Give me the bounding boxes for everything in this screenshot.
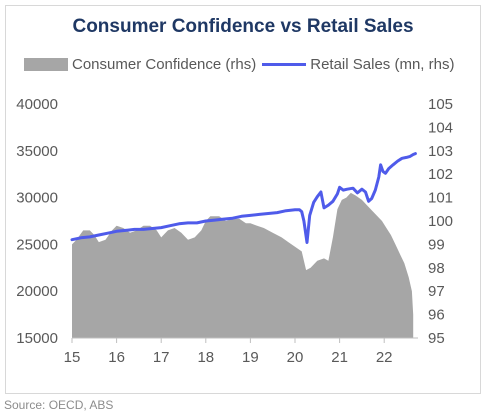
y-right-tick-label: 96 (428, 307, 445, 324)
consumer-confidence-area (72, 192, 414, 338)
y-right-tick-label: 97 (428, 283, 445, 300)
legend-swatch-retail-sales (262, 63, 307, 66)
y-right-tick-label: 102 (428, 166, 453, 183)
y-right-tick-label: 101 (428, 190, 453, 207)
retail-sales-line (70, 152, 417, 244)
y-left-tick-label: 25000 (16, 236, 58, 253)
chart-legend: Consumer Confidence (rhs) Retail Sales (… (24, 56, 454, 73)
y-right-tick-label: 100 (428, 213, 453, 230)
y-left-tick-label: 35000 (16, 143, 58, 160)
chart-title: Consumer Confidence vs Retail Sales (72, 16, 414, 37)
x-tick-label: 20 (287, 349, 304, 366)
y-left-tick-label: 30000 (16, 190, 58, 207)
y-right-tick-label: 95 (428, 330, 445, 347)
x-tick-label: 15 (64, 349, 81, 366)
x-tick-label: 16 (108, 349, 125, 366)
y-right-tick-label: 103 (428, 143, 453, 160)
y-right-tick-label: 98 (428, 260, 445, 277)
x-tick-label: 22 (376, 349, 393, 366)
y-left-tick-label: 20000 (16, 283, 58, 300)
y-right-tick-label: 104 (428, 119, 453, 136)
y-left-tick-label: 40000 (16, 96, 58, 113)
legend-label-retail-sales: Retail Sales (mn, rhs) (310, 56, 455, 73)
source-note: Source: OECD, ABS (4, 398, 114, 412)
y-right-tick-label: 99 (428, 236, 445, 253)
x-tick-label: 18 (197, 349, 214, 366)
y-left-tick-label: 15000 (16, 330, 58, 347)
x-tick-label: 21 (331, 349, 348, 366)
x-tick-label: 17 (153, 349, 170, 366)
x-tick-label: 19 (242, 349, 259, 366)
legend-swatch-consumer-confidence (24, 58, 68, 71)
y-right-tick-label: 105 (428, 96, 453, 113)
legend-label-consumer-confidence: Consumer Confidence (rhs) (72, 56, 257, 73)
